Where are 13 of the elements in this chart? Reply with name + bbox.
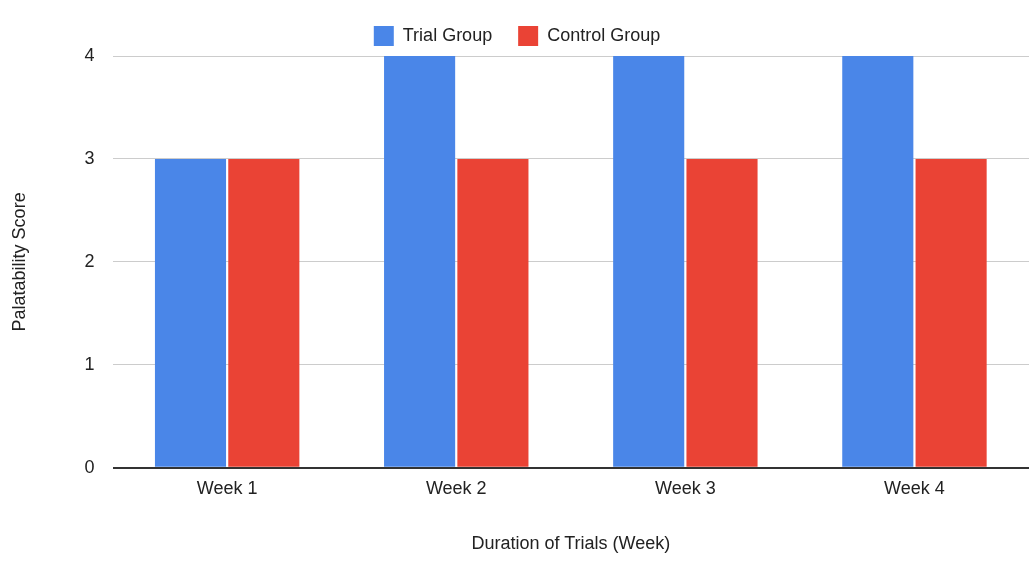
y-tick-label: 1 (84, 353, 95, 374)
y-axis-title: Palatability Score (8, 192, 29, 332)
y-tick-label: 0 (84, 456, 95, 477)
x-tick-label: Week 2 (425, 477, 487, 498)
x-tick-label: Week 1 (196, 477, 258, 498)
y-tick-label: 4 (84, 44, 95, 65)
x-axis-title: Duration of Trials (Week) (471, 533, 671, 554)
x-tick-label: Week 4 (884, 477, 945, 498)
legend-label: Trial Group (402, 24, 493, 45)
x-tick-label: Week 3 (655, 477, 716, 498)
y-tick-label: 3 (84, 147, 95, 168)
y-tick-label: 2 (84, 250, 95, 271)
legend-label: Control Group (547, 24, 661, 45)
